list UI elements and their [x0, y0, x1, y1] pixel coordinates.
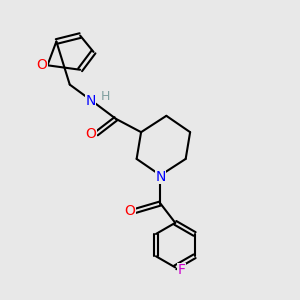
Text: F: F [178, 263, 186, 278]
Text: O: O [124, 204, 135, 218]
Text: H: H [101, 90, 110, 103]
Text: N: N [85, 94, 96, 108]
Text: O: O [86, 127, 97, 141]
Text: O: O [37, 58, 47, 72]
Text: N: N [155, 170, 166, 184]
